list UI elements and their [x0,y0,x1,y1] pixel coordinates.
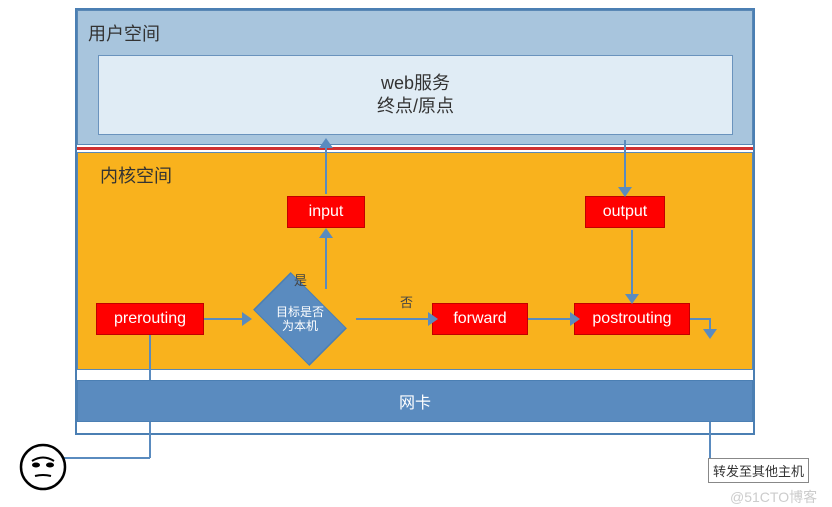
edge-label-no: 否 [400,292,413,311]
web-service-box: web服务终点/原点 [98,55,733,135]
arrow-pre-to-dec-head [242,312,252,326]
post-out-h1 [690,318,710,320]
node-output: output [585,196,665,228]
node-postrouting: postrouting [574,303,690,335]
node-input: input [287,196,365,228]
pre-to-nic-line [149,335,151,380]
arrow-output-to-post-head [625,294,639,304]
decision-line1: 目标是否 [276,305,324,319]
ext-in-hline [60,457,150,459]
arrow-dec-to-input-head [319,228,333,238]
kernel-space-region [77,152,753,370]
avatar-stamp-icon [18,442,68,492]
arrow-pre-to-dec-line [204,318,244,320]
post-out-head1 [703,329,717,339]
forward-other-host-label: 转发至其他主机 [708,458,809,483]
decision-line2: 为本机 [282,319,318,333]
arrow-web-to-output-head [618,187,632,197]
arrow-fwd-to-post-head [570,312,580,326]
node-forward: forward [432,303,528,335]
decision-diamond: 目标是否为本机 [245,289,355,349]
arrow-output-to-post-line [631,230,633,301]
arrow-fwd-to-post-line [528,318,572,320]
node-prerouting: prerouting [96,303,204,335]
web-service-line1: web服务 [381,72,450,95]
watermark-text: @51CTO博客 [730,487,817,507]
separator-line [77,147,753,150]
arrow-web-to-output-line [624,140,626,194]
web-service-line2: 终点/原点 [377,95,454,118]
edge-label-yes: 是 [294,270,307,289]
arrow-dec-to-input-line [325,230,327,289]
kernel-space-title: 内核空间 [100,162,172,188]
arrow-dec-to-fwd-line [356,318,430,320]
user-space-title: 用户空间 [88,20,160,46]
nic-box: 网卡 [77,380,753,422]
arrow-input-to-web-head [319,138,333,148]
ext-in-vline1 [149,422,151,458]
decision-text: 目标是否为本机 [245,289,355,349]
arrow-input-to-web-line [325,140,327,194]
arrow-dec-to-fwd-head [428,312,438,326]
